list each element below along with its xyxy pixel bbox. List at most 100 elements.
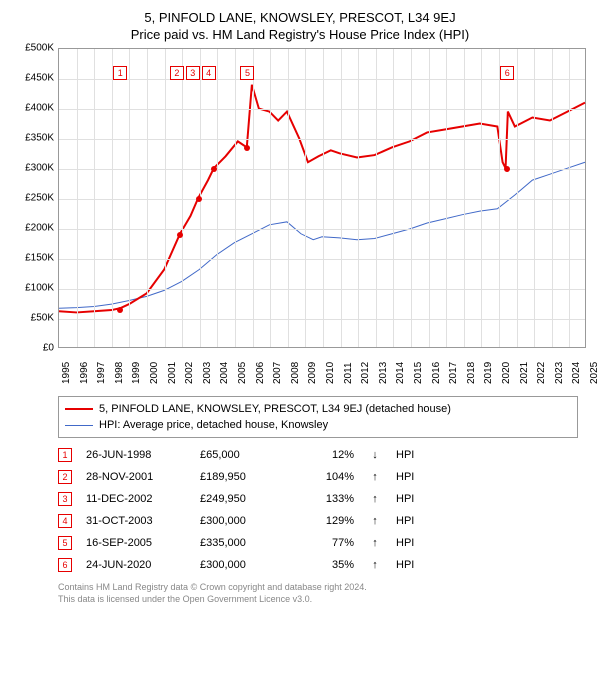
- x-tick-label: 1995: [61, 362, 72, 384]
- legend-swatch: [65, 408, 93, 410]
- x-tick-label: 2009: [307, 362, 318, 384]
- sale-arrow-icon: ↑: [368, 559, 382, 571]
- chart-lines: [59, 49, 585, 347]
- x-tick-label: 2007: [272, 362, 283, 384]
- x-tick-label: 2020: [501, 362, 512, 384]
- sale-dot: [211, 166, 217, 172]
- chart-marker: 1: [113, 66, 127, 80]
- y-tick-label: £0: [43, 343, 54, 354]
- x-tick-label: 2023: [554, 362, 565, 384]
- sale-date: 28-NOV-2001: [86, 471, 186, 483]
- x-tick-label: 2002: [184, 362, 195, 384]
- legend-swatch: [65, 425, 93, 426]
- x-tick-label: 2001: [167, 362, 178, 384]
- sale-date: 26-JUN-1998: [86, 449, 186, 461]
- x-tick-label: 1999: [131, 362, 142, 384]
- x-tick-label: 2021: [519, 362, 530, 384]
- sale-hpi-label: HPI: [396, 537, 426, 549]
- sale-row: 126-JUN-1998£65,00012%↓HPI: [58, 444, 578, 466]
- sale-marker: 4: [58, 514, 72, 528]
- legend-item: 5, PINFOLD LANE, KNOWSLEY, PRESCOT, L34 …: [65, 401, 571, 417]
- sale-marker: 6: [58, 558, 72, 572]
- sale-row: 516-SEP-2005£335,00077%↑HPI: [58, 532, 578, 554]
- footer-line1: Contains HM Land Registry data © Crown c…: [58, 582, 586, 594]
- y-tick-label: £400K: [25, 103, 54, 114]
- sale-arrow-icon: ↑: [368, 471, 382, 483]
- y-tick-label: £450K: [25, 73, 54, 84]
- sale-row: 4 31-OCT-2003 £300,000 129% ↑ HPI: [58, 510, 578, 532]
- sale-row: 311-DEC-2002£249,950133%↑HPI: [58, 488, 578, 510]
- x-tick-label: 2000: [149, 362, 160, 384]
- sale-marker: 2: [58, 470, 72, 484]
- x-tick-label: 2012: [360, 362, 371, 384]
- x-tick-label: 2017: [448, 362, 459, 384]
- chart-marker: 2: [170, 66, 184, 80]
- x-tick-label: 2011: [343, 362, 354, 384]
- sale-hpi-label: HPI: [396, 559, 426, 571]
- legend-item: HPI: Average price, detached house, Know…: [65, 417, 571, 433]
- sale-pct: 35%: [304, 559, 354, 571]
- x-axis: 1995 1996 1997 1998 1999 2000 2001 2002 2003 2004…: [58, 350, 586, 388]
- x-tick-label: 2005: [237, 362, 248, 384]
- sale-hpi-label: HPI: [396, 515, 426, 527]
- sale-pct: 104%: [304, 471, 354, 483]
- sale-dot: [196, 196, 202, 202]
- sale-arrow-icon: ↓: [368, 449, 382, 461]
- sale-hpi-label: HPI: [396, 471, 426, 483]
- sale-price: £249,950: [200, 493, 290, 505]
- sale-dot: [504, 166, 510, 172]
- legend-label: HPI: Average price, detached house, Know…: [99, 419, 328, 431]
- x-tick-label: 2003: [202, 362, 213, 384]
- x-tick-label: 2015: [413, 362, 424, 384]
- x-tick-label: 2004: [219, 362, 230, 384]
- sale-arrow-icon: ↑: [368, 537, 382, 549]
- x-tick-label: 2016: [431, 362, 442, 384]
- sale-price: £300,000: [200, 559, 290, 571]
- y-tick-label: £300K: [25, 163, 54, 174]
- sale-price: £189,950: [200, 471, 290, 483]
- legend-label: 5, PINFOLD LANE, KNOWSLEY, PRESCOT, L34 …: [99, 403, 451, 415]
- y-tick-label: £500K: [25, 43, 54, 54]
- y-tick-label: £150K: [25, 253, 54, 264]
- chart: £0£50K£100K£150K£200K£250K£300K£350K£400…: [14, 48, 586, 388]
- y-tick-label: £100K: [25, 283, 54, 294]
- x-tick-label: 1998: [114, 362, 125, 384]
- x-tick-label: 1996: [79, 362, 90, 384]
- y-tick-label: £200K: [25, 223, 54, 234]
- x-tick-label: 2013: [378, 362, 389, 384]
- y-tick-label: £250K: [25, 193, 54, 204]
- chart-marker: 3: [186, 66, 200, 80]
- sale-date: 24-JUN-2020: [86, 559, 186, 571]
- sales-table: 126-JUN-1998£65,00012%↓HPI228-NOV-2001£1…: [58, 444, 578, 576]
- sale-arrow-icon: ↑: [368, 515, 382, 527]
- x-tick-label: 1997: [96, 362, 107, 384]
- sale-marker: 3: [58, 492, 72, 506]
- sale-dot: [244, 145, 250, 151]
- x-tick-label: 2018: [466, 362, 477, 384]
- chart-marker: 5: [240, 66, 254, 80]
- chart-marker: 4: [202, 66, 216, 80]
- sale-marker: 1: [58, 448, 72, 462]
- sale-pct: 77%: [304, 537, 354, 549]
- sale-pct: 129%: [304, 515, 354, 527]
- x-tick-label: 2025: [589, 362, 600, 384]
- legend: 5, PINFOLD LANE, KNOWSLEY, PRESCOT, L34 …: [58, 396, 578, 438]
- sale-price: £300,000: [200, 515, 290, 527]
- series-hpi: [59, 162, 585, 308]
- sale-price: £335,000: [200, 537, 290, 549]
- x-tick-label: 2019: [483, 362, 494, 384]
- sale-date: 31-OCT-2003: [86, 515, 186, 527]
- y-axis: £0£50K£100K£150K£200K£250K£300K£350K£400…: [14, 48, 58, 348]
- x-tick-label: 2008: [290, 362, 301, 384]
- plot-area: 1 234 5 6: [58, 48, 586, 348]
- sale-hpi-label: HPI: [396, 493, 426, 505]
- sale-price: £65,000: [200, 449, 290, 461]
- x-tick-label: 2010: [325, 362, 336, 384]
- title-block: 5, PINFOLD LANE, KNOWSLEY, PRESCOT, L34 …: [14, 10, 586, 42]
- sale-dot: [117, 307, 123, 313]
- title-address: 5, PINFOLD LANE, KNOWSLEY, PRESCOT, L34 …: [14, 10, 586, 25]
- x-tick-label: 2006: [255, 362, 266, 384]
- footer: Contains HM Land Registry data © Crown c…: [58, 582, 586, 605]
- chart-marker: 6: [500, 66, 514, 80]
- x-tick-label: 2022: [536, 362, 547, 384]
